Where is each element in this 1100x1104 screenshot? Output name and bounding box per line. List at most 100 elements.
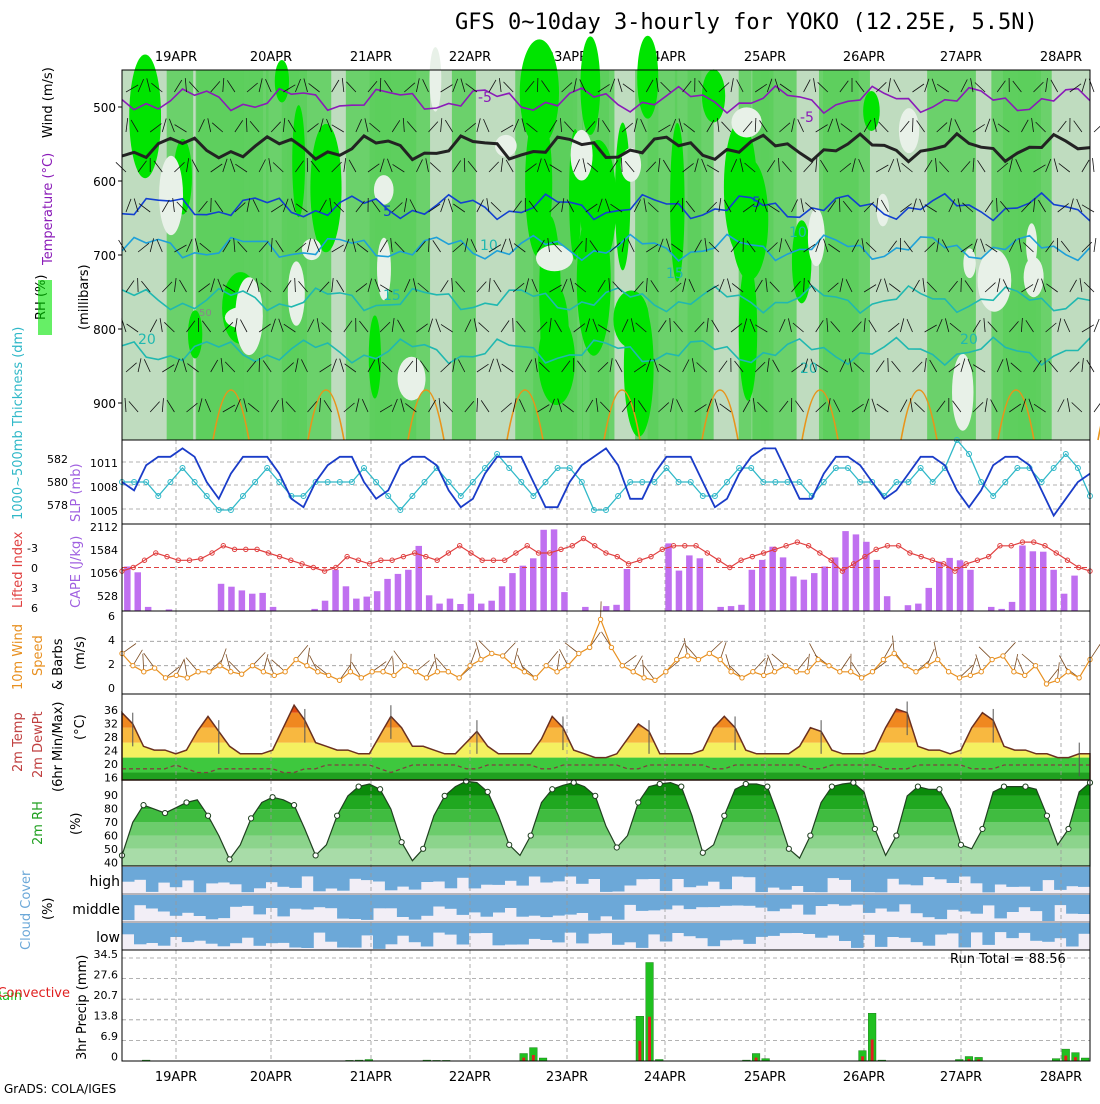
cloud-cell <box>122 895 135 920</box>
temp-tick-label: 20 <box>104 758 118 771</box>
cloud-cell <box>1030 895 1043 911</box>
cloud-cell <box>182 867 195 880</box>
wind10-point <box>990 657 994 661</box>
wind10-point <box>218 663 222 667</box>
cloud-cell <box>767 867 780 888</box>
cloud-cell <box>289 867 302 888</box>
cloud-cell <box>732 895 745 906</box>
rh-point <box>872 826 877 831</box>
date-label-bottom: 19APR <box>155 1070 197 1085</box>
precip-tick-label: 6.9 <box>101 1030 119 1043</box>
cloud-cell <box>540 923 553 940</box>
date-label-top: 26APR <box>843 50 885 65</box>
cape-bar <box>364 597 371 611</box>
wind10-point <box>283 670 287 674</box>
wind10-point <box>239 672 243 676</box>
temp-tick-label: 24 <box>104 745 118 758</box>
cape-bar <box>801 580 808 611</box>
wind10-point <box>609 645 613 649</box>
cape-bar <box>416 546 423 611</box>
cloud-cell <box>481 895 494 917</box>
rh-point <box>248 816 253 821</box>
cloud-cell <box>540 867 553 883</box>
cloud-cell <box>242 867 255 892</box>
wind10-point <box>533 676 537 680</box>
cape-bar <box>613 605 620 611</box>
wind10-barb <box>772 654 786 666</box>
cloud-cell <box>779 923 792 933</box>
cape-bar <box>717 607 724 611</box>
wind10-point <box>250 663 254 667</box>
wind10-barb <box>768 655 775 672</box>
cloud-cell <box>254 895 267 914</box>
rh-dry-cell <box>288 261 305 325</box>
wind10-point <box>413 670 417 674</box>
cloud-cell <box>696 867 709 886</box>
ylabel-wind10-barbs: & Barbs <box>51 638 66 690</box>
rh-point <box>205 813 210 818</box>
wind10-point <box>348 670 352 674</box>
cape-bar <box>603 606 610 611</box>
cloud-cell <box>158 867 171 883</box>
wind10-frame <box>122 611 1090 694</box>
cloud-cell <box>911 867 924 885</box>
cloud-cell <box>481 867 494 885</box>
cloud-cell <box>146 867 159 892</box>
cloud-cell <box>839 895 852 906</box>
rh-moist-column <box>761 70 797 440</box>
cape-bar <box>395 574 402 611</box>
cape-bar <box>926 588 933 611</box>
wind10-point <box>1001 654 1005 658</box>
ylabel-temperature: Temperature (°C) <box>41 153 56 266</box>
wind10-point <box>381 670 385 674</box>
cloud-cell <box>528 895 541 916</box>
wind10-point <box>544 663 548 667</box>
slp-frame <box>122 440 1090 524</box>
cloud-cell <box>265 895 278 908</box>
cape-bar <box>1009 602 1016 611</box>
wind10-barb <box>476 642 481 659</box>
date-label-top: 28APR <box>1040 50 1082 65</box>
wind10-barb <box>263 654 268 672</box>
cloud-cell <box>409 923 422 942</box>
cloud-cell <box>325 895 338 908</box>
wind10-point <box>979 670 983 674</box>
wind10-point <box>1066 670 1070 674</box>
wind-barb <box>634 398 635 412</box>
cloud-cell <box>289 895 302 909</box>
rh-point <box>765 784 770 789</box>
rh-point <box>399 840 404 845</box>
slp-tick-label: 1005 <box>90 505 118 518</box>
cloud-cell <box>337 923 350 948</box>
wind10-point <box>946 670 950 674</box>
cloud-cell <box>301 923 314 948</box>
cloud-cell <box>504 923 517 945</box>
cloud-cell <box>660 895 673 909</box>
cloud-cell <box>421 923 434 947</box>
rh-saturated-cell <box>863 91 880 131</box>
wind10-barb <box>393 657 394 675</box>
cape-bar <box>332 570 339 611</box>
cloud-cell <box>493 867 506 885</box>
cape-bar <box>769 547 776 611</box>
cloud-row-label: middle <box>72 902 120 918</box>
cloud-cell <box>839 867 852 880</box>
cloud-cell <box>947 923 960 933</box>
cloud-cell <box>624 895 637 905</box>
rh-dry-cell <box>429 47 441 111</box>
rh-point <box>356 784 361 789</box>
rh-band <box>122 822 1090 835</box>
date-label-top: 25APR <box>744 50 786 65</box>
cloud-cell <box>469 895 482 912</box>
cloud-cell <box>959 923 972 947</box>
cape-bar <box>520 566 527 611</box>
wind10-point <box>827 663 831 667</box>
date-label-bottom: 24APR <box>644 1070 686 1085</box>
cloud-cell <box>481 923 494 933</box>
cloud-cell <box>875 867 888 892</box>
wind10-point <box>642 676 646 680</box>
cloud-cell <box>421 867 434 882</box>
rh-point <box>571 780 576 785</box>
convective-bar <box>861 1056 864 1061</box>
wind10-point <box>468 663 472 667</box>
